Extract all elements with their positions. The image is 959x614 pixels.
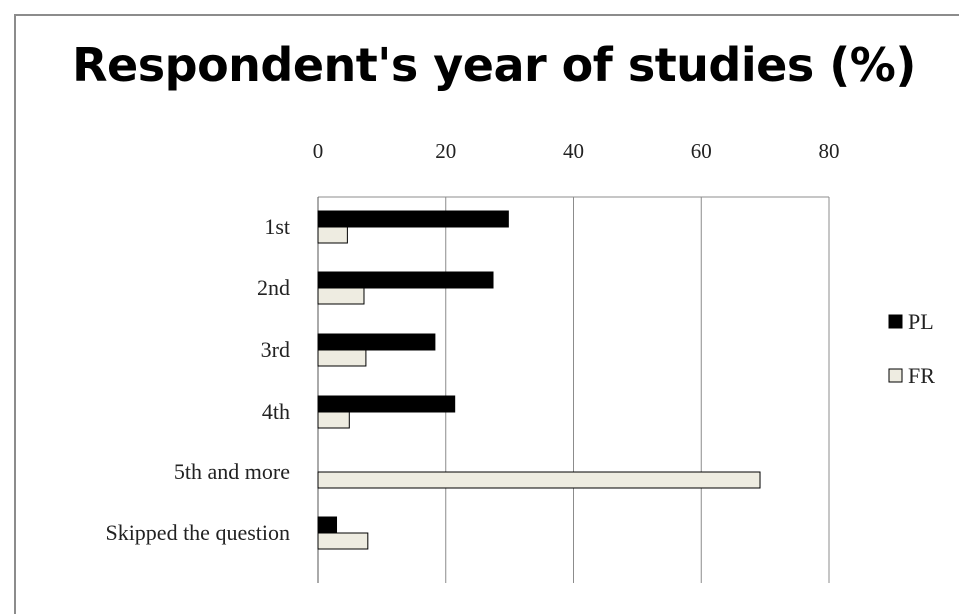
x-tick-label: 20: [435, 139, 456, 163]
x-tick-label: 0: [313, 139, 324, 163]
x-tick-label: 40: [563, 139, 584, 163]
category-label: 2nd: [257, 275, 290, 300]
bar-pl: [317, 333, 436, 351]
category-label: 4th: [262, 399, 290, 424]
legend-swatch-pl: [888, 314, 903, 329]
category-label: 1st: [264, 214, 290, 239]
y-axis-categories: 1st 2nd 3rd 4th 5th and more Skipped the ques…: [105, 214, 290, 545]
bar-fr: [317, 471, 761, 489]
bar-fr: [317, 411, 350, 429]
category-label: 5th and more: [174, 459, 290, 484]
bar-fr: [317, 226, 348, 244]
bar-fr: [317, 349, 367, 367]
bar-pl: [317, 210, 509, 228]
chart-frame: [14, 14, 959, 614]
bar-fr: [317, 532, 369, 550]
legend-label: PL: [908, 309, 934, 334]
legend-swatch-fr: [888, 368, 903, 383]
bar-pl: [317, 395, 456, 413]
chart-title: Respondent's year of studies (%): [72, 38, 916, 92]
bar-pl: [317, 516, 338, 534]
bar-fr: [317, 287, 365, 305]
x-axis-ticks: 0 20 40 60 80: [313, 139, 840, 163]
category-label: Skipped the question: [105, 520, 290, 545]
grid-layer: [317, 196, 830, 583]
legend-label: FR: [908, 363, 935, 388]
legend: PL FR: [888, 309, 935, 388]
x-tick-label: 80: [819, 139, 840, 163]
x-tick-label: 60: [691, 139, 712, 163]
bar-pl: [317, 271, 494, 289]
bars: [317, 210, 761, 550]
bar-chart: 0 20 40 60 80 1st 2nd 3rd 4th 5th and more Skippe…: [105, 139, 935, 583]
category-label: 3rd: [261, 337, 290, 362]
